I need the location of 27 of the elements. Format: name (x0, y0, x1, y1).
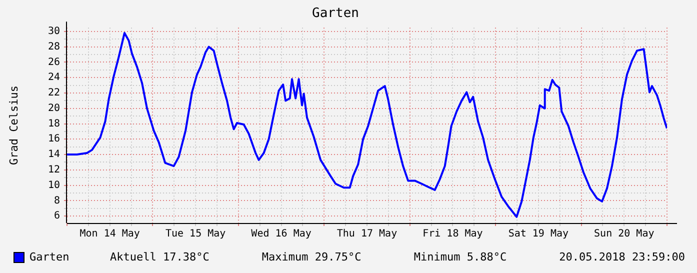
text: Maximum 29.75°C (262, 250, 362, 264)
y-tick-label: 28 (48, 41, 60, 52)
legend-label: Garten (30, 250, 70, 264)
x-tick-label: Thu 17 May (336, 228, 398, 240)
y-tick-label: 22 (48, 88, 60, 99)
x-tick-label: Mon 14 May (80, 228, 140, 240)
x-tick-label: Fri 18 May (422, 228, 483, 240)
x-tick-label: Sat 19 May (508, 228, 569, 240)
y-tick-label: 16 (48, 134, 60, 145)
y-tick-label: 8 (54, 195, 60, 206)
x-tick-label: Sun 20 May (594, 228, 654, 240)
y-tick-label: 18 (48, 118, 60, 130)
y-tick-label: 24 (48, 72, 60, 84)
text: Minimum 5.88°C (414, 250, 507, 264)
y-tick-label: 10 (48, 180, 60, 191)
x-tick-label: Tue 15 May (165, 228, 226, 240)
x-tick-label: Wed 16 May (251, 228, 312, 240)
y-tick-label: 12 (48, 164, 60, 176)
y-tick-label: 26 (48, 56, 60, 68)
text: Aktuell 17.38°C (110, 250, 210, 264)
y-tick-label: 14 (48, 149, 60, 160)
y-axis-title: Grad Celsius (7, 86, 20, 166)
y-tick-label: 20 (48, 102, 60, 114)
y-tick-label: 30 (48, 26, 60, 38)
chart-title: Garten (312, 6, 359, 22)
text: 20.05.2018 23:59:00 (559, 250, 686, 264)
y-tick-label: 6 (54, 210, 60, 222)
